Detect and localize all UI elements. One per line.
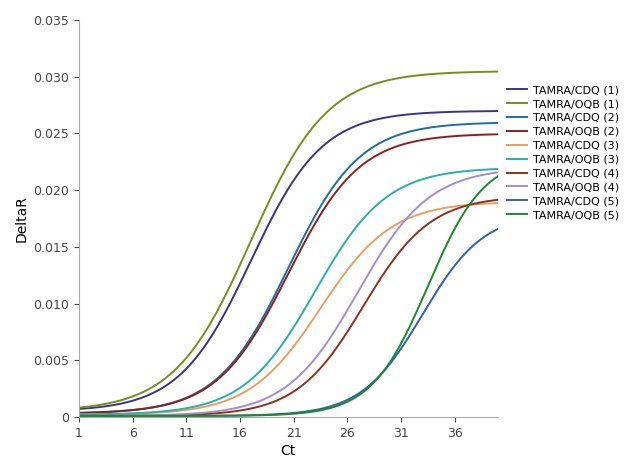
TAMRA/CDQ (3) [75,412,83,418]
Line: TAMRA/CDQ (1): TAMRA/CDQ (1) [79,111,498,409]
TAMRA/OQB (4) [494,170,502,175]
Line: TAMRA/OQB (5): TAMRA/OQB (5) [79,176,498,416]
TAMRA/OQB (4) [75,413,83,419]
TAMRA/OQB (3) [183,405,190,411]
TAMRA/CDQ (1) [265,222,272,228]
TAMRA/CDQ (3) [265,372,272,377]
TAMRA/OQB (4) [355,288,363,294]
TAMRA/OQB (2) [265,309,272,315]
TAMRA/CDQ (2) [75,410,83,416]
TAMRA/OQB (1) [355,88,363,93]
Legend: TAMRA/CDQ (1), TAMRA/OQB (1), TAMRA/CDQ (2), TAMRA/OQB (2), TAMRA/CDQ (3), TAMRA: TAMRA/CDQ (1), TAMRA/OQB (1), TAMRA/CDQ … [507,85,619,220]
TAMRA/CDQ (2) [265,305,272,310]
TAMRA/OQB (2) [75,410,83,416]
Line: TAMRA/OQB (1): TAMRA/OQB (1) [79,71,498,408]
TAMRA/CDQ (4) [355,311,363,317]
X-axis label: Ct: Ct [281,444,296,458]
TAMRA/OQB (1) [75,405,83,411]
TAMRA/OQB (5) [322,406,330,412]
TAMRA/OQB (3) [391,189,398,195]
TAMRA/CDQ (5) [322,405,330,411]
TAMRA/OQB (4) [149,412,157,418]
TAMRA/CDQ (4) [75,413,83,419]
TAMRA/CDQ (4) [265,401,272,407]
TAMRA/CDQ (3) [149,410,157,416]
TAMRA/CDQ (5) [391,355,398,361]
TAMRA/OQB (5) [265,412,272,418]
TAMRA/CDQ (4) [149,413,157,419]
TAMRA/CDQ (1) [355,122,363,128]
TAMRA/CDQ (5) [183,413,190,419]
Y-axis label: DeltaR: DeltaR [15,195,29,242]
TAMRA/OQB (3) [75,412,83,417]
TAMRA/OQB (2) [391,144,398,150]
TAMRA/CDQ (4) [391,256,398,262]
TAMRA/CDQ (4) [494,197,502,202]
TAMRA/CDQ (2) [494,120,502,126]
TAMRA/OQB (1) [494,69,502,74]
TAMRA/OQB (3) [355,221,363,227]
TAMRA/OQB (2) [494,131,502,137]
TAMRA/OQB (1) [149,384,157,390]
Line: TAMRA/OQB (4): TAMRA/OQB (4) [79,173,498,416]
Line: TAMRA/OQB (3): TAMRA/OQB (3) [79,169,498,414]
TAMRA/OQB (3) [494,166,502,172]
Line: TAMRA/CDQ (5): TAMRA/CDQ (5) [79,229,498,416]
TAMRA/OQB (1) [391,76,398,82]
TAMRA/CDQ (3) [494,200,502,206]
TAMRA/CDQ (2) [391,134,398,140]
TAMRA/CDQ (2) [322,195,330,201]
TAMRA/CDQ (5) [355,391,363,396]
TAMRA/OQB (3) [265,359,272,365]
TAMRA/OQB (5) [355,393,363,398]
TAMRA/CDQ (1) [494,108,502,114]
Line: TAMRA/CDQ (2): TAMRA/CDQ (2) [79,123,498,413]
TAMRA/CDQ (4) [183,412,190,418]
TAMRA/OQB (5) [391,352,398,358]
TAMRA/CDQ (3) [183,407,190,413]
TAMRA/CDQ (3) [391,223,398,228]
TAMRA/OQB (1) [183,355,190,360]
TAMRA/CDQ (2) [183,395,190,401]
TAMRA/CDQ (5) [265,412,272,418]
TAMRA/OQB (3) [322,270,330,276]
TAMRA/OQB (1) [265,200,272,206]
TAMRA/CDQ (3) [355,254,363,259]
TAMRA/OQB (4) [391,231,398,236]
TAMRA/OQB (3) [149,409,157,415]
TAMRA/OQB (1) [322,110,330,116]
TAMRA/CDQ (5) [75,413,83,419]
TAMRA/CDQ (5) [149,413,157,419]
TAMRA/OQB (5) [183,413,190,419]
TAMRA/OQB (4) [322,342,330,347]
TAMRA/CDQ (2) [355,155,363,161]
TAMRA/CDQ (1) [322,141,330,147]
TAMRA/OQB (2) [322,203,330,209]
TAMRA/CDQ (5) [494,226,502,232]
TAMRA/OQB (2) [149,404,157,410]
TAMRA/OQB (4) [265,394,272,400]
TAMRA/CDQ (4) [322,359,330,365]
TAMRA/CDQ (1) [75,406,83,412]
TAMRA/OQB (5) [494,174,502,179]
Line: TAMRA/OQB (2): TAMRA/OQB (2) [79,134,498,413]
Line: TAMRA/CDQ (3): TAMRA/CDQ (3) [79,203,498,415]
TAMRA/OQB (5) [149,413,157,419]
Line: TAMRA/CDQ (4): TAMRA/CDQ (4) [79,200,498,416]
TAMRA/CDQ (1) [183,366,190,371]
TAMRA/CDQ (2) [149,404,157,410]
TAMRA/OQB (4) [183,411,190,417]
TAMRA/OQB (2) [183,395,190,401]
TAMRA/CDQ (1) [149,390,157,396]
TAMRA/OQB (5) [75,413,83,419]
TAMRA/CDQ (1) [391,114,398,119]
TAMRA/OQB (2) [355,165,363,171]
TAMRA/CDQ (3) [322,298,330,303]
